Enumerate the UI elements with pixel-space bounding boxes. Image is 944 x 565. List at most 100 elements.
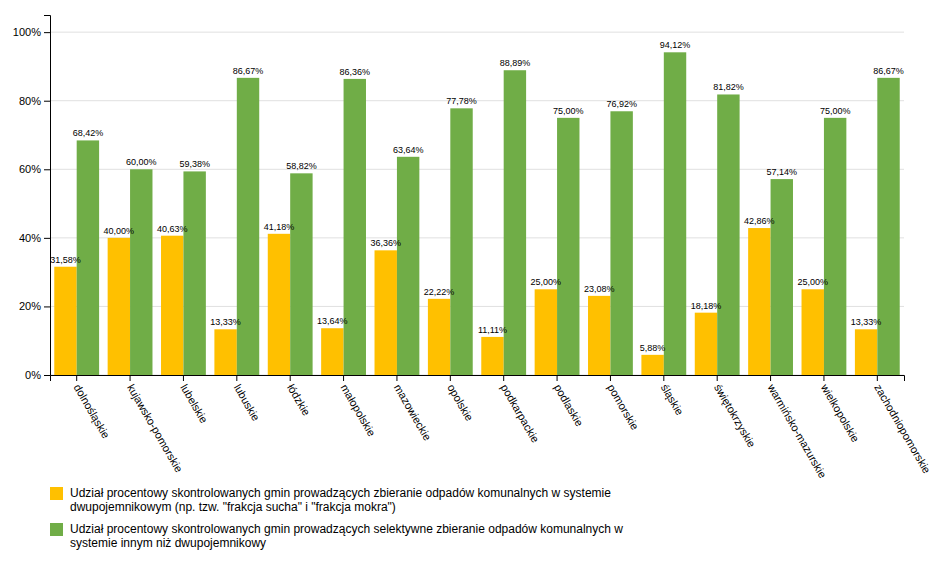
y-tick-mark bbox=[44, 375, 50, 376]
data-label: 13,33% bbox=[851, 317, 882, 327]
y-tick-mark bbox=[44, 238, 50, 239]
data-label: 60,00% bbox=[126, 157, 157, 167]
chart: 31,58%40,00%40,63%13,33%41,18%13,64%36,3… bbox=[0, 0, 944, 565]
plot: 31,58%40,00%40,63%13,33%41,18%13,64%36,3… bbox=[13, 16, 933, 551]
y-tick: 100% bbox=[13, 26, 50, 38]
x-tick-label: kujawsko-pomorskie bbox=[125, 382, 185, 474]
bar bbox=[161, 236, 183, 375]
y-axis-line bbox=[44, 16, 51, 376]
y-tick-mark bbox=[44, 306, 50, 307]
y-tick-mark bbox=[44, 32, 50, 33]
x-tick: małopolskie bbox=[338, 375, 377, 438]
x-tick-label: dolnośląskie bbox=[72, 382, 113, 440]
bar bbox=[108, 238, 130, 375]
x-tick-label: wielkopolskie bbox=[818, 381, 861, 444]
x-tick-label: łódzkie bbox=[285, 382, 313, 418]
y-tick-label: 100% bbox=[13, 26, 41, 38]
x-tick-label: mazowieckie bbox=[392, 382, 434, 443]
bar bbox=[375, 250, 397, 375]
x-tick: lubuskie bbox=[232, 375, 263, 423]
data-label: 18,18% bbox=[691, 301, 722, 311]
bar bbox=[695, 313, 717, 375]
x-tick-mark bbox=[343, 375, 344, 381]
grid-line bbox=[50, 32, 904, 33]
data-label: 57,14% bbox=[767, 167, 798, 177]
x-tick-mark bbox=[503, 375, 504, 381]
x-tick-mark bbox=[663, 375, 664, 381]
bar bbox=[535, 289, 557, 375]
x-tick-mark bbox=[183, 375, 184, 381]
x-tick-mark bbox=[557, 375, 558, 381]
grid bbox=[50, 32, 904, 375]
data-label: 68,42% bbox=[73, 128, 104, 138]
x-tick-label: świętokrzyskie bbox=[712, 382, 758, 449]
x-tick: świętokrzyskie bbox=[712, 375, 758, 449]
bar bbox=[664, 52, 686, 375]
x-tick-label: lubuskie bbox=[232, 382, 263, 423]
bar bbox=[717, 94, 739, 375]
data-label: 41,18% bbox=[264, 222, 295, 232]
y-axis: 0%20%40%60%80%100% bbox=[13, 16, 51, 382]
y-tick: 0% bbox=[25, 369, 50, 381]
x-tick: zachodniopomorskie bbox=[872, 375, 933, 475]
data-label: 81,82% bbox=[713, 82, 744, 92]
background bbox=[0, 0, 944, 565]
x-tick-mark bbox=[396, 375, 397, 381]
legend-label: Udział procentowy skontrolowanych gmin p… bbox=[70, 522, 623, 550]
x-tick: łódzkie bbox=[285, 375, 313, 418]
bar bbox=[290, 173, 312, 375]
y-tick-mark bbox=[44, 169, 50, 170]
bar bbox=[771, 179, 793, 375]
x-tick-label: podlaskie bbox=[552, 382, 586, 428]
y-tick-label: 60% bbox=[19, 163, 41, 175]
data-label: 23,08% bbox=[584, 284, 615, 294]
bar bbox=[588, 296, 610, 375]
x-tick-mark bbox=[76, 375, 77, 381]
bar bbox=[481, 337, 503, 375]
x-tick-label: warmińsko-mazurskie bbox=[765, 381, 829, 480]
data-label-series: 31,58%40,00%40,63%13,33%41,18%13,64%36,3… bbox=[50, 216, 881, 353]
x-axis: dolnośląskiekujawsko-pomorskielubelskiel… bbox=[51, 375, 934, 480]
x-tick-label: zachodniopomorskie bbox=[872, 382, 933, 475]
x-tick: śląskie bbox=[659, 375, 686, 417]
legend-swatch bbox=[50, 487, 63, 500]
bar bbox=[855, 329, 877, 375]
x-tick-label: małopolskie bbox=[338, 382, 377, 438]
bar bbox=[428, 299, 450, 375]
y-tick: 60% bbox=[19, 163, 50, 175]
x-tick-mark bbox=[770, 375, 771, 381]
x-tick: wielkopolskie bbox=[818, 375, 861, 444]
data-label: 36,36% bbox=[370, 238, 401, 248]
bar bbox=[610, 111, 632, 375]
data-label: 40,00% bbox=[104, 226, 135, 236]
bar bbox=[321, 328, 343, 375]
x-tick: pomorskie bbox=[605, 375, 641, 432]
data-label: 25,00% bbox=[531, 277, 562, 287]
x-tick: dolnośląskie bbox=[72, 375, 113, 440]
y-tick: 80% bbox=[19, 95, 50, 107]
grid-line bbox=[50, 100, 904, 101]
data-label: 40,63% bbox=[157, 224, 188, 234]
bar bbox=[641, 355, 663, 375]
x-tick-label: śląskie bbox=[659, 382, 686, 417]
x-tick-label: opolskie bbox=[445, 382, 476, 423]
data-label: 75,00% bbox=[553, 106, 584, 116]
data-label: 13,64% bbox=[317, 316, 348, 326]
data-label: 86,67% bbox=[233, 66, 264, 76]
bar bbox=[130, 169, 152, 375]
x-tick: podkarpackie bbox=[499, 375, 542, 445]
data-label: 63,64% bbox=[393, 145, 424, 155]
bar bbox=[214, 329, 236, 375]
x-tick-label: pomorskie bbox=[605, 382, 641, 432]
x-tick: podlaskie bbox=[552, 375, 586, 428]
y-tick-label: 0% bbox=[25, 369, 41, 381]
x-tick-mark bbox=[236, 375, 237, 381]
x-tick: kujawsko-pomorskie bbox=[125, 375, 185, 474]
data-label-series: 68,42%60,00%59,38%86,67%58,82%86,36%63,6… bbox=[73, 40, 904, 177]
bar bbox=[450, 108, 472, 375]
y-tick: 40% bbox=[19, 232, 50, 244]
data-label: 75,00% bbox=[820, 106, 851, 116]
data-label: 25,00% bbox=[797, 277, 828, 287]
x-tick-mark bbox=[823, 375, 824, 381]
x-tick-mark bbox=[610, 375, 611, 381]
